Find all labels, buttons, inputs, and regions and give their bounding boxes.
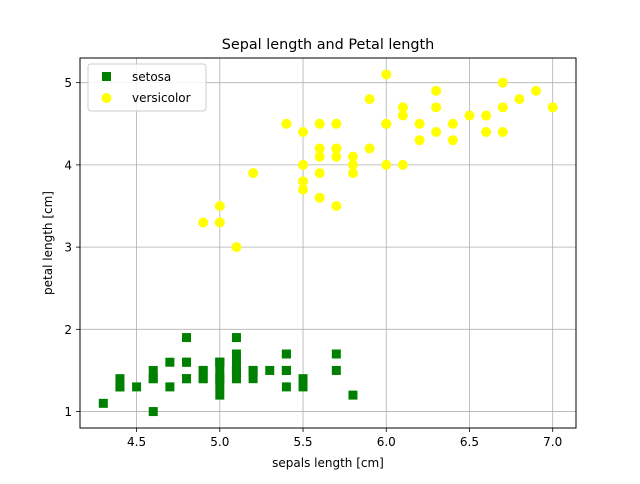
point-setosa xyxy=(232,350,241,359)
point-versicolor xyxy=(298,127,308,137)
point-setosa xyxy=(232,333,241,342)
legend: setosa versicolor xyxy=(88,64,206,111)
point-setosa xyxy=(165,382,174,391)
legend-marker-versicolor xyxy=(102,93,112,103)
point-setosa xyxy=(149,374,158,383)
point-setosa xyxy=(165,358,174,367)
x-axis-label: sepals length [cm] xyxy=(272,456,384,470)
point-versicolor xyxy=(498,78,508,88)
point-versicolor xyxy=(331,201,341,211)
y-tick-label: 3 xyxy=(64,241,72,255)
point-setosa xyxy=(215,366,224,375)
point-versicolor xyxy=(231,242,241,252)
point-versicolor xyxy=(315,168,325,178)
point-setosa xyxy=(249,366,258,375)
y-tick-label: 4 xyxy=(64,158,72,172)
x-tick-label: 5.5 xyxy=(293,435,312,449)
point-versicolor xyxy=(365,143,375,153)
y-tick-label: 1 xyxy=(64,405,72,419)
point-versicolor xyxy=(198,217,208,227)
point-versicolor xyxy=(248,168,258,178)
point-versicolor xyxy=(298,160,308,170)
point-setosa xyxy=(348,391,357,400)
point-versicolor xyxy=(415,119,425,129)
x-tick-label: 6.0 xyxy=(377,435,396,449)
y-axis-label: petal length [cm] xyxy=(41,191,55,295)
point-versicolor xyxy=(381,69,391,79)
point-versicolor xyxy=(431,102,441,112)
point-versicolor xyxy=(431,86,441,96)
point-versicolor xyxy=(381,160,391,170)
point-versicolor xyxy=(348,160,358,170)
point-setosa xyxy=(249,374,258,383)
point-versicolor xyxy=(365,94,375,104)
y-tick-label: 2 xyxy=(64,323,72,337)
point-setosa xyxy=(149,366,158,375)
point-versicolor xyxy=(315,193,325,203)
point-versicolor xyxy=(448,119,458,129)
legend-label-versicolor: versicolor xyxy=(132,91,191,105)
point-setosa xyxy=(232,366,241,375)
point-setosa xyxy=(149,407,158,416)
point-versicolor xyxy=(281,119,291,129)
point-setosa xyxy=(182,358,191,367)
point-setosa xyxy=(115,374,124,383)
point-setosa xyxy=(232,358,241,367)
legend-label-setosa: setosa xyxy=(132,70,171,84)
point-setosa xyxy=(282,366,291,375)
point-versicolor xyxy=(215,201,225,211)
x-tick-label: 4.5 xyxy=(127,435,146,449)
point-versicolor xyxy=(548,102,558,112)
point-versicolor xyxy=(298,185,308,195)
point-versicolor xyxy=(498,102,508,112)
point-setosa xyxy=(199,374,208,383)
point-versicolor xyxy=(481,127,491,137)
point-setosa xyxy=(199,366,208,375)
x-tick-label: 6.5 xyxy=(460,435,479,449)
y-tick-label: 5 xyxy=(64,76,72,90)
point-setosa xyxy=(265,366,274,375)
point-versicolor xyxy=(514,94,524,104)
point-versicolor xyxy=(215,217,225,227)
point-setosa xyxy=(215,374,224,383)
chart-title: Sepal length and Petal length xyxy=(222,37,435,53)
point-setosa xyxy=(182,333,191,342)
point-setosa xyxy=(132,382,141,391)
point-versicolor xyxy=(498,127,508,137)
point-versicolor xyxy=(481,111,491,121)
point-versicolor xyxy=(448,135,458,145)
point-versicolor xyxy=(398,160,408,170)
point-setosa xyxy=(99,399,108,408)
point-setosa xyxy=(215,382,224,391)
point-versicolor xyxy=(315,143,325,153)
point-versicolor xyxy=(431,127,441,137)
x-tick-label: 7.0 xyxy=(543,435,562,449)
point-setosa xyxy=(182,374,191,383)
point-versicolor xyxy=(381,119,391,129)
point-setosa xyxy=(282,350,291,359)
point-setosa xyxy=(299,382,308,391)
point-setosa xyxy=(332,350,341,359)
legend-marker-setosa xyxy=(102,72,111,81)
point-versicolor xyxy=(464,111,474,121)
point-setosa xyxy=(115,382,124,391)
point-setosa xyxy=(332,366,341,375)
point-setosa xyxy=(215,358,224,367)
point-versicolor xyxy=(315,119,325,129)
point-versicolor xyxy=(331,152,341,162)
point-versicolor xyxy=(331,119,341,129)
point-versicolor xyxy=(398,111,408,121)
point-setosa xyxy=(215,391,224,400)
point-setosa xyxy=(232,374,241,383)
point-versicolor xyxy=(531,86,541,96)
point-versicolor xyxy=(415,135,425,145)
x-tick-label: 5.0 xyxy=(210,435,229,449)
point-setosa xyxy=(299,374,308,383)
point-setosa xyxy=(282,382,291,391)
